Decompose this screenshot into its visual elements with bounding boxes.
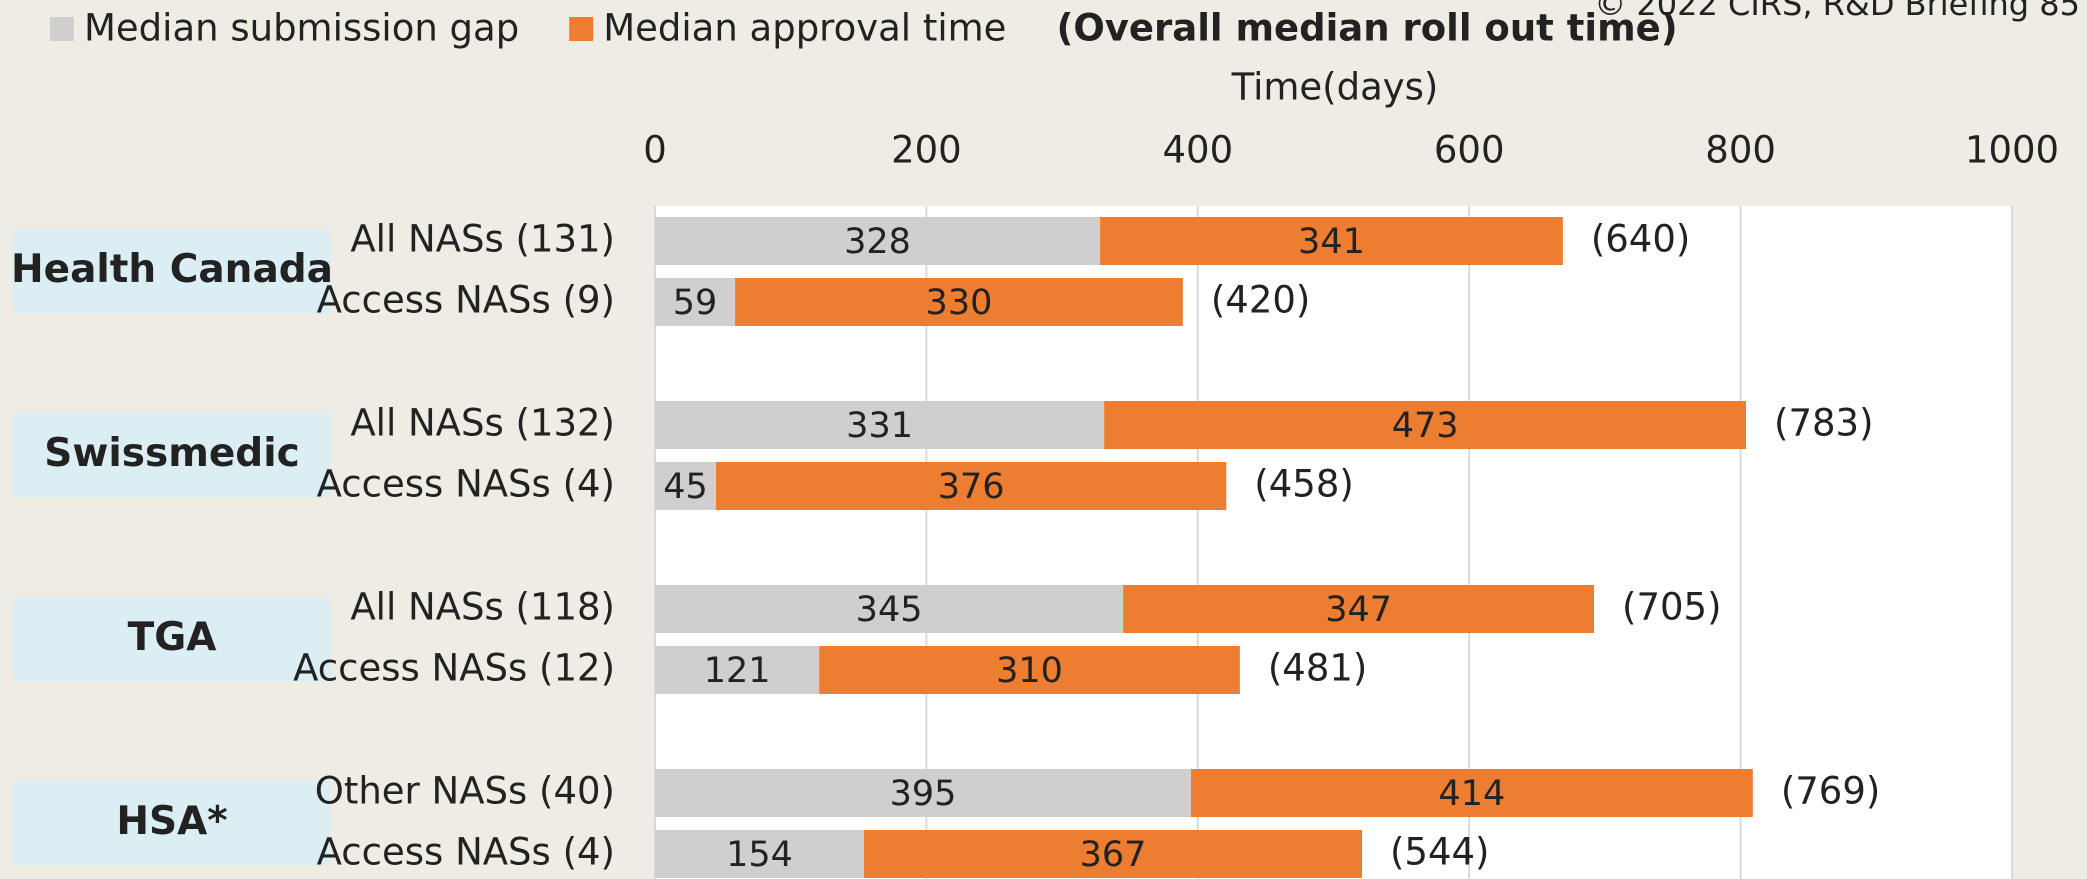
group-box <box>13 413 331 498</box>
legend-swatch <box>50 17 74 41</box>
total-label: (458) <box>1254 463 1354 506</box>
x-tick-label: 200 <box>891 129 962 172</box>
total-label: (481) <box>1268 647 1368 690</box>
bar-value-label: 121 <box>704 651 771 691</box>
bar-segment <box>655 769 1192 817</box>
y-tick-label: Other NASs (40) <box>315 770 615 813</box>
group-label: Health Canada <box>11 247 333 292</box>
group-label: Swissmedic <box>44 431 299 476</box>
bar-segment <box>819 646 1240 694</box>
total-label: (640) <box>1591 218 1691 261</box>
bar-segment <box>735 278 1183 326</box>
bar-value-label: 345 <box>856 590 923 630</box>
y-tick-label: All NASs (131) <box>350 218 615 261</box>
bar-segment <box>655 217 1101 265</box>
bar-value-label: 376 <box>938 467 1005 507</box>
bar-segment <box>863 830 1362 878</box>
group-box <box>13 229 331 314</box>
group-label: TGA <box>128 615 217 660</box>
total-label: (420) <box>1211 279 1311 322</box>
x-tick-label: 600 <box>1434 129 1505 172</box>
x-axis-title: Time(days) <box>1231 66 1439 109</box>
y-tick-label: Access NASs (4) <box>317 831 615 874</box>
bar-segment <box>655 830 864 878</box>
y-tick-label: Access NASs (12) <box>293 647 615 690</box>
y-tick-label: All NASs (118) <box>350 586 615 629</box>
legend-swatch <box>569 17 594 41</box>
bar-value-label: 367 <box>1080 835 1147 875</box>
total-label: (783) <box>1774 402 1874 445</box>
bar-value-label: 341 <box>1298 222 1365 262</box>
bar-segment <box>655 462 717 510</box>
bar-segment <box>1104 401 1747 449</box>
bar-value-label: 59 <box>673 283 718 323</box>
bar-value-label: 347 <box>1325 590 1392 630</box>
bar-segment <box>655 646 820 694</box>
bar-value-label: 310 <box>996 651 1063 691</box>
total-label: (705) <box>1622 586 1722 629</box>
bar-value-label: 414 <box>1439 774 1506 814</box>
bar-value-label: 45 <box>663 467 708 507</box>
group-box <box>13 781 331 866</box>
bar-segment <box>1191 769 1753 817</box>
x-tick-label: 0 <box>643 129 667 172</box>
bar-segment <box>1123 585 1595 633</box>
total-label: (544) <box>1390 831 1490 874</box>
bar-value-label: 331 <box>846 406 913 446</box>
x-tick-label: 800 <box>1705 129 1776 172</box>
legend-label: Median approval time <box>603 7 1006 50</box>
x-tick-label: 1000 <box>1965 129 2059 172</box>
bar-value-label: 328 <box>844 222 911 262</box>
group-box <box>13 597 331 682</box>
legend-label: (Overall median roll out time) <box>1056 7 1677 50</box>
bar-value-label: 473 <box>1392 406 1459 446</box>
bar-segment <box>1100 217 1563 265</box>
y-tick-label: Access NASs (9) <box>317 279 615 322</box>
bar-segment <box>655 585 1124 633</box>
bar-segment <box>655 278 736 326</box>
total-label: (769) <box>1781 770 1881 813</box>
y-tick-label: All NASs (132) <box>350 402 615 445</box>
group-label: HSA* <box>116 799 227 844</box>
bar-segment <box>655 401 1105 449</box>
bar-value-label: 154 <box>726 835 793 875</box>
source: © 2022 CIRS, R&D Briefing 85 <box>1594 0 2080 23</box>
y-tick-label: Access NASs (4) <box>317 463 615 506</box>
legend-label: Median submission gap <box>84 7 519 50</box>
bar-value-label: 395 <box>890 774 957 814</box>
x-tick-label: 400 <box>1162 129 1233 172</box>
bar-value-label: 330 <box>926 283 993 323</box>
bar-segment <box>716 462 1227 510</box>
